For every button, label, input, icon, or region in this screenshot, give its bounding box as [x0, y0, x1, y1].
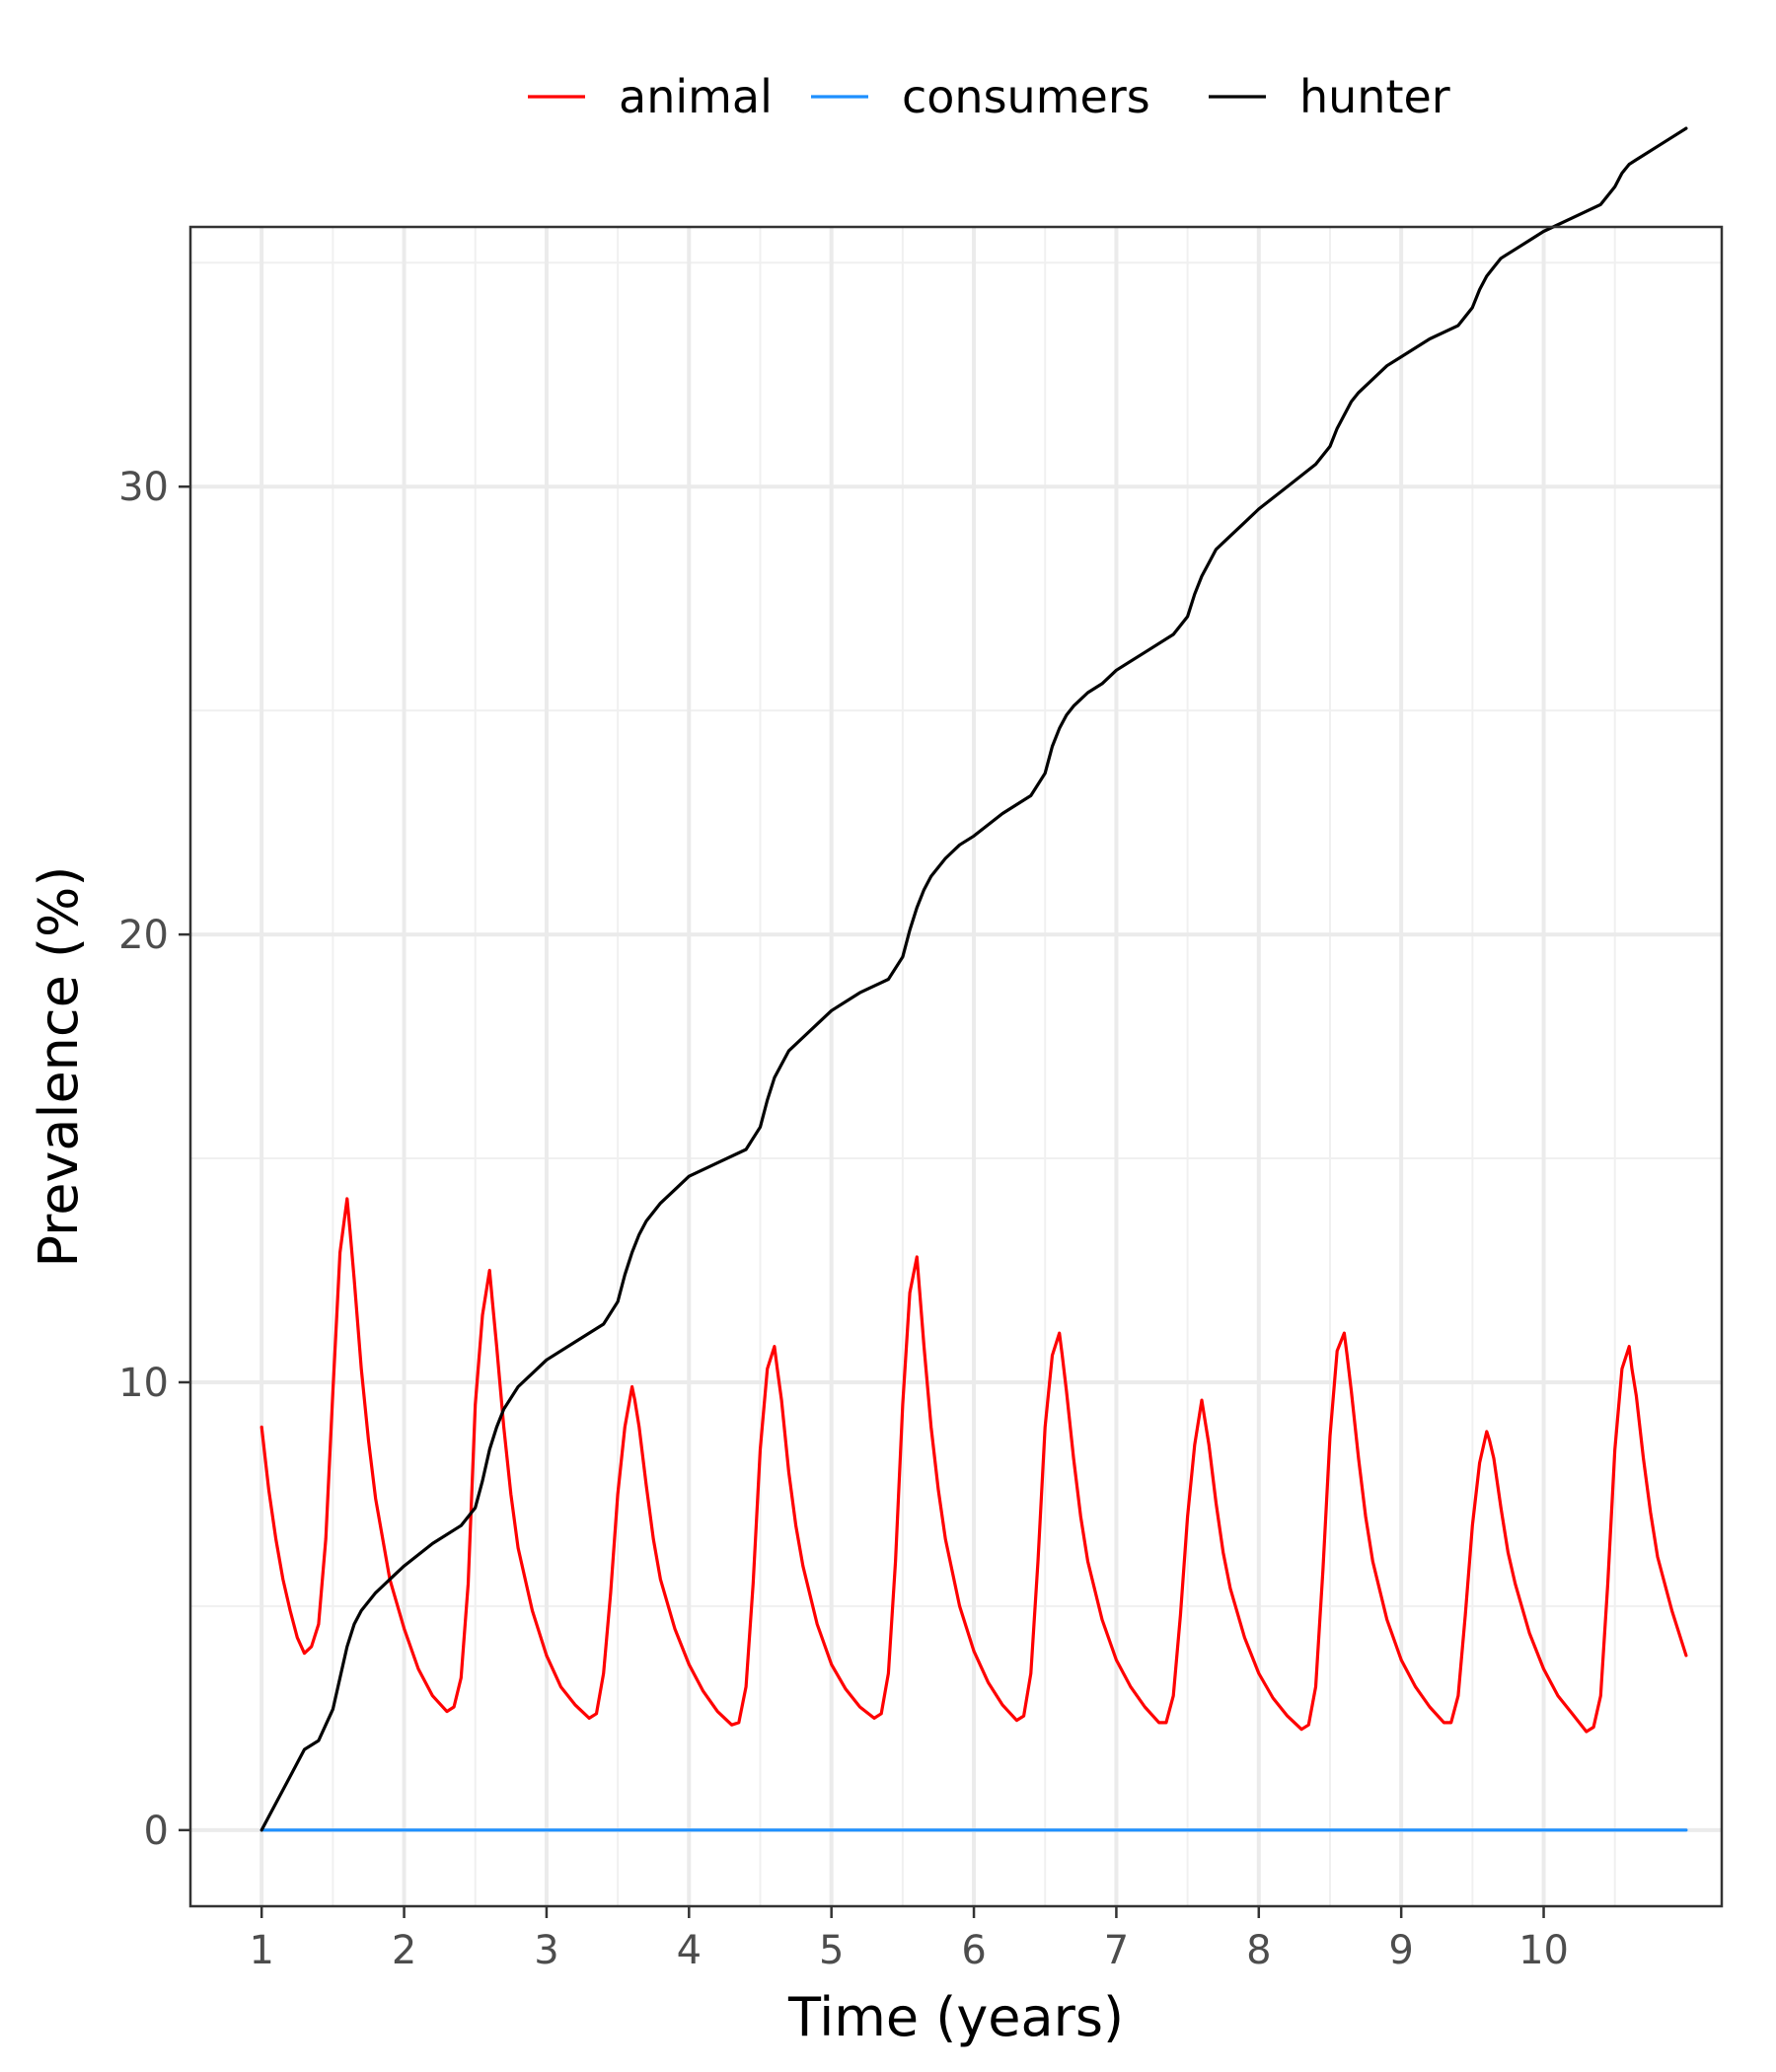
series-line-animal [259, 1197, 1688, 1734]
x-tick-label: 1 [249, 1928, 273, 1973]
x-tick-label: 9 [1388, 1928, 1413, 1973]
series-line-hunter [259, 126, 1688, 1832]
y-axis-title: Prevalence (%) [28, 866, 90, 1268]
y-tick-label: 0 [144, 1809, 169, 1854]
legend-label-consumers: consumers [902, 70, 1150, 123]
x-axis-title: Time (years) [787, 1986, 1124, 2048]
x-tick-label: 7 [1104, 1928, 1129, 1973]
x-tick-label: 6 [961, 1928, 986, 1973]
y-tick-label: 30 [118, 465, 169, 510]
x-tick-label: 10 [1518, 1928, 1569, 1973]
x-tick-label: 2 [392, 1928, 416, 1973]
plot-panel-border [188, 225, 1724, 1908]
x-tick-label: 8 [1246, 1928, 1271, 1973]
x-tick-label: 3 [534, 1928, 558, 1973]
x-tick-label: 5 [819, 1928, 844, 1973]
x-tick-label: 4 [677, 1928, 702, 1973]
y-tick-label: 20 [118, 913, 169, 958]
axes: 1 2 3 4 5 6 7 8 9 10 0 10 20 30 [118, 465, 1569, 1973]
series-layer [259, 126, 1688, 1832]
legend: animal consumers hunter [528, 70, 1450, 123]
y-tick-label: 10 [118, 1361, 169, 1406]
legend-label-animal: animal [619, 70, 773, 123]
legend-label-hunter: hunter [1299, 70, 1450, 123]
